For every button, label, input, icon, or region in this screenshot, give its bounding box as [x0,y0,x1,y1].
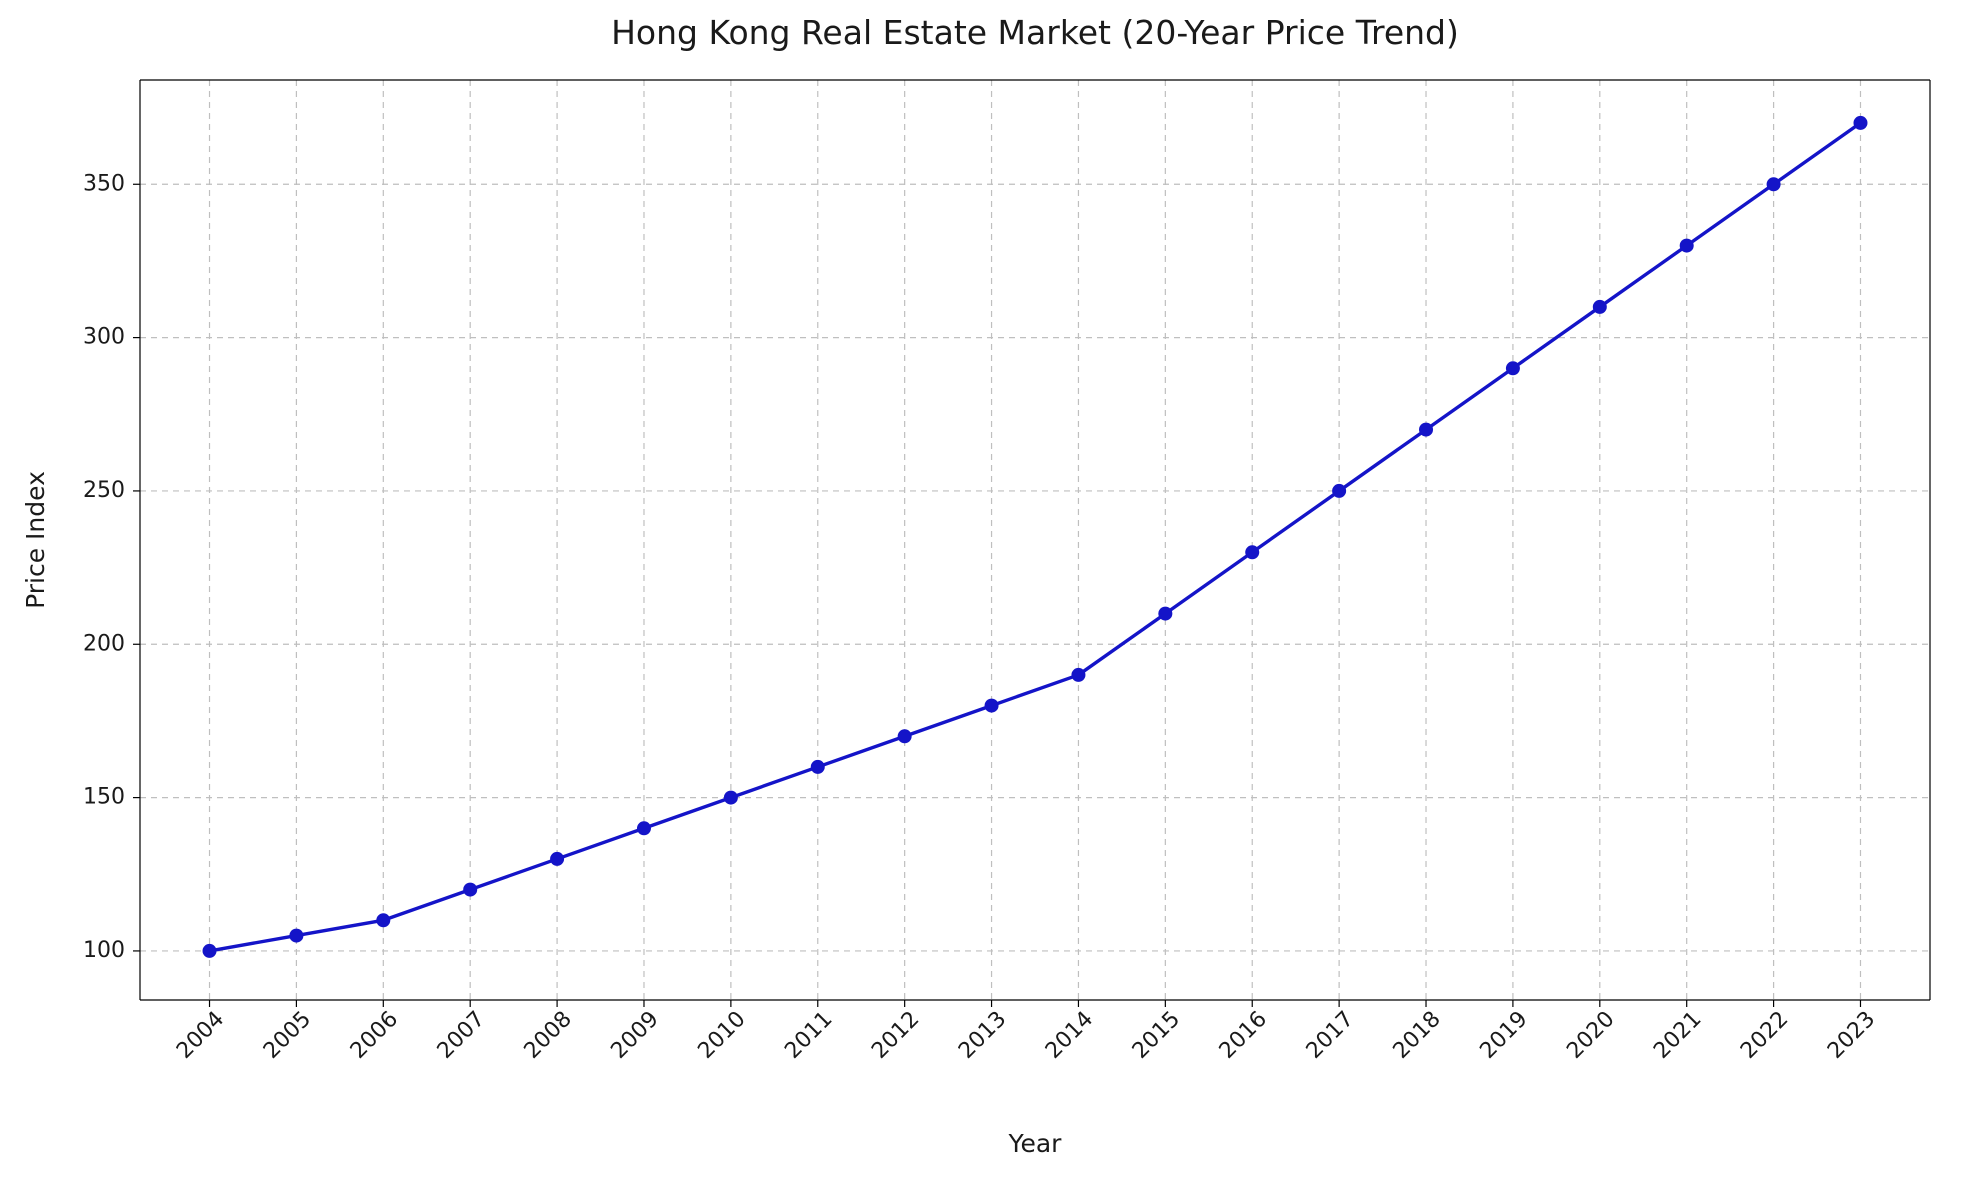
data-marker [550,852,564,866]
y-axis-label: Price Index [21,471,50,609]
y-tick-label: 300 [83,325,125,350]
y-tick-label: 250 [83,478,125,503]
data-marker [1419,423,1433,437]
data-marker [898,729,912,743]
data-marker [724,791,738,805]
data-marker [1593,300,1607,314]
y-tick-label: 200 [83,631,125,656]
chart-title: Hong Kong Real Estate Market (20-Year Pr… [611,13,1459,52]
data-marker [1506,361,1520,375]
y-tick-label: 350 [83,171,125,196]
data-marker [1332,484,1346,498]
data-marker [637,821,651,835]
data-marker [376,913,390,927]
chart-container: 2004200520062007200820092010201120122013… [0,0,1979,1180]
data-marker [1767,177,1781,191]
data-marker [203,944,217,958]
line-chart: 2004200520062007200820092010201120122013… [0,0,1979,1180]
data-marker [463,883,477,897]
data-marker [985,699,999,713]
y-tick-label: 100 [83,938,125,963]
data-marker [1245,545,1259,559]
y-tick-label: 150 [83,785,125,810]
data-marker [1071,668,1085,682]
x-axis-label: Year [1008,1129,1063,1158]
data-marker [1158,607,1172,621]
data-marker [811,760,825,774]
data-marker [1680,239,1694,253]
data-marker [289,929,303,943]
data-marker [1853,116,1867,130]
